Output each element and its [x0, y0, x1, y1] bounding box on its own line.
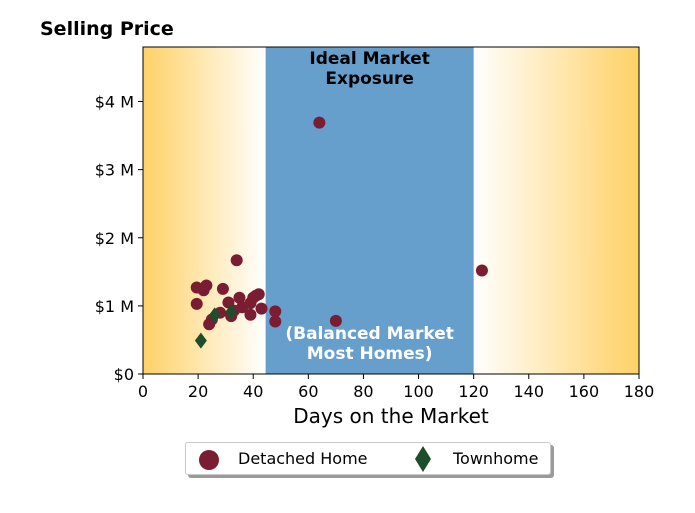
x-tick-label: 0 — [138, 382, 148, 401]
band-top-label: Ideal Market Exposure — [309, 49, 430, 89]
legend-circle-marker-icon — [199, 449, 219, 470]
y-tick-label: $0 — [114, 365, 134, 384]
y-tick-label: $3 M — [95, 161, 134, 180]
detached-home-point — [216, 282, 229, 295]
x-tick-label: 120 — [458, 382, 489, 401]
detached-home-point — [255, 302, 268, 315]
x-tick-label: 80 — [353, 382, 373, 401]
x-axis-label: Days on the Market — [293, 404, 489, 428]
x-tick-label: 160 — [569, 382, 600, 401]
y-axis-ticks: $0 $1 M $2 M $3 M $4 M — [95, 93, 143, 384]
chart-title: Selling Price — [40, 18, 174, 40]
detached-home-point — [233, 291, 246, 304]
legend-label-townhome: Townhome — [453, 449, 539, 468]
x-tick-label: 20 — [188, 382, 208, 401]
y-tick-label: $1 M — [95, 297, 134, 316]
legend-label-detached-home: Detached Home — [238, 449, 368, 468]
detached-home-point — [200, 279, 213, 292]
x-tick-label: 60 — [298, 382, 318, 401]
band-label-line: (Balanced Market — [285, 324, 454, 344]
detached-home-point — [269, 305, 282, 318]
detached-home-point — [313, 116, 326, 129]
x-tick-label: 180 — [624, 382, 655, 401]
x-tick-label: 100 — [403, 382, 434, 401]
townhome-point — [194, 332, 207, 349]
x-tick-label: 40 — [243, 382, 263, 401]
legend: Detached Home Townhome — [185, 442, 551, 475]
detached-home-point — [190, 297, 203, 310]
plot-frame — [142, 46, 640, 375]
band-label-line: Most Homes) — [307, 344, 433, 364]
detached-home-point — [244, 308, 257, 321]
left-gradient-region — [143, 47, 266, 374]
detached-home-point — [329, 314, 342, 327]
x-tick-label: 140 — [514, 382, 545, 401]
legend-item-detached-home: Detached Home — [196, 443, 368, 474]
legend-diamond-marker-icon — [415, 445, 431, 472]
right-gradient-region — [473, 47, 639, 374]
townhome-point — [208, 307, 221, 324]
band-bottom-label: (Balanced Market Most Homes) — [285, 324, 454, 364]
band-label-line: Ideal Market — [309, 49, 430, 69]
data-points — [190, 116, 488, 349]
legend-item-townhome: Townhome — [412, 443, 538, 474]
detached-home-point — [252, 288, 265, 301]
townhome-point — [225, 304, 238, 321]
detached-home-point — [475, 264, 488, 277]
detached-home-point — [269, 315, 282, 328]
band-label-line: Exposure — [325, 69, 414, 89]
ideal-exposure-band — [265, 47, 474, 374]
detached-home-point — [230, 254, 243, 267]
y-tick-label: $4 M — [95, 93, 134, 112]
y-tick-label: $2 M — [95, 229, 134, 248]
x-axis-ticks: 0 20 40 60 80 100 120 140 160 180 — [138, 374, 654, 401]
